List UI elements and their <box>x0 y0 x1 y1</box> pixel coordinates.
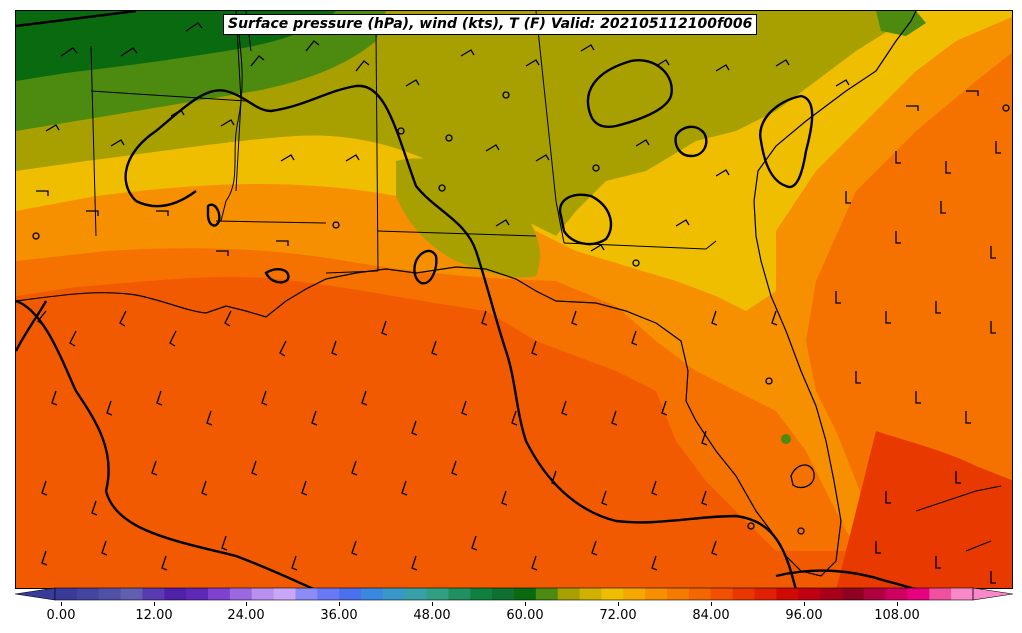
colorbar-swatch <box>295 588 318 600</box>
colorbar-tick-12: 12.00 <box>135 608 173 623</box>
colorbar-swatch <box>404 588 428 600</box>
colorbar-tick-24: 24.00 <box>227 608 265 623</box>
mississippi-river <box>220 11 243 222</box>
colorbar-swatch <box>798 588 821 600</box>
colorbar-tick-mark <box>154 602 155 606</box>
colorbar-swatch <box>579 588 603 600</box>
colorbar-swatch <box>645 588 668 600</box>
colorbar-swatch <box>164 588 187 600</box>
colorbar-swatch <box>492 588 515 600</box>
colorbar-swatch <box>557 588 581 600</box>
colorbar-border <box>54 587 974 601</box>
colorbar-tick-108: 108.00 <box>874 608 920 623</box>
colorbar-swatch <box>229 588 253 600</box>
colorbar-swatch <box>710 588 734 600</box>
colorbar-swatch <box>667 588 690 600</box>
colorbar-extend-low <box>15 587 56 601</box>
colorbar-tick-mark <box>897 602 898 606</box>
pressure-contours <box>16 11 917 588</box>
colorbar-tick-60: 60.00 <box>506 608 544 623</box>
colorbar-swatch <box>76 588 100 600</box>
colorbar-tick-mark <box>339 602 340 606</box>
map-title: Surface pressure (hPa), wind (kts), T (F… <box>223 14 758 35</box>
colorbar-swatch <box>732 588 756 600</box>
colorbar-tick-mark <box>432 602 433 606</box>
colorbar <box>15 586 1013 602</box>
colorbar-tick-0: 0.00 <box>46 608 76 623</box>
colorbar-swatch <box>820 588 843 600</box>
colorbar-swatch <box>361 588 384 600</box>
temp-fill-olive-south <box>396 158 540 278</box>
colorbar-tick-mark <box>61 602 62 606</box>
colorbar-swatch <box>382 588 406 600</box>
map-canvas <box>16 11 1012 588</box>
wind-barbs <box>36 22 1001 584</box>
colorbar-tick-labels: 0.00 12.00 24.00 36.00 48.00 60.00 72.00… <box>0 602 1022 632</box>
colorbar-swatch <box>907 588 930 600</box>
temp-fill-lake-okeechobee <box>781 434 791 444</box>
pressure-contour-minor <box>32 91 1010 535</box>
colorbar-swatch <box>885 588 909 600</box>
colorbar-swatch <box>317 588 340 600</box>
colorbar-swatch <box>339 588 362 600</box>
temp-fill-warm-southeast <box>836 431 1012 588</box>
colorbar-tick-72: 72.00 <box>599 608 637 623</box>
colorbar-tick-mark <box>804 602 805 606</box>
colorbar-swatch <box>776 588 799 600</box>
colorbar-swatch <box>273 588 297 600</box>
map-panel <box>15 10 1013 589</box>
colorbar-swatch <box>98 588 122 600</box>
colorbar-swatch <box>142 588 165 600</box>
colorbar-tick-mark <box>525 602 526 606</box>
colorbar-swatch <box>514 588 537 600</box>
colorbar-tick-mark <box>711 602 712 606</box>
colorbar-swatch <box>688 588 712 600</box>
colorbar-swatch <box>55 588 78 600</box>
colorbar-swatch <box>426 588 450 600</box>
colorbar-swatch <box>863 588 887 600</box>
colorbar-swatch <box>929 588 952 600</box>
colorbar-swatch <box>251 588 275 600</box>
colorbar-swatch <box>535 588 559 600</box>
colorbar-gradient <box>15 587 1013 601</box>
colorbar-extend-high <box>972 587 1013 601</box>
colorbar-swatch <box>951 588 974 600</box>
colorbar-swatch <box>841 588 865 600</box>
colorbar-tick-mark <box>246 602 247 606</box>
colorbar-tick-96: 96.00 <box>785 608 823 623</box>
bahamas-coast <box>915 485 1002 552</box>
colorbar-swatch <box>120 588 144 600</box>
colorbar-swatch <box>601 588 624 600</box>
colorbar-tick-84: 84.00 <box>692 608 730 623</box>
colorbar-swatch <box>623 588 646 600</box>
colorbar-swatch <box>754 588 777 600</box>
colorbar-swatch <box>448 588 471 600</box>
colorbar-tick-36: 36.00 <box>320 608 358 623</box>
colorbar-swatch <box>470 588 493 600</box>
colorbar-tick-48: 48.00 <box>413 608 451 623</box>
colorbar-swatch <box>186 588 209 600</box>
coastline <box>16 11 917 577</box>
colorbar-swatch <box>208 588 231 600</box>
colorbar-tick-mark <box>618 602 619 606</box>
